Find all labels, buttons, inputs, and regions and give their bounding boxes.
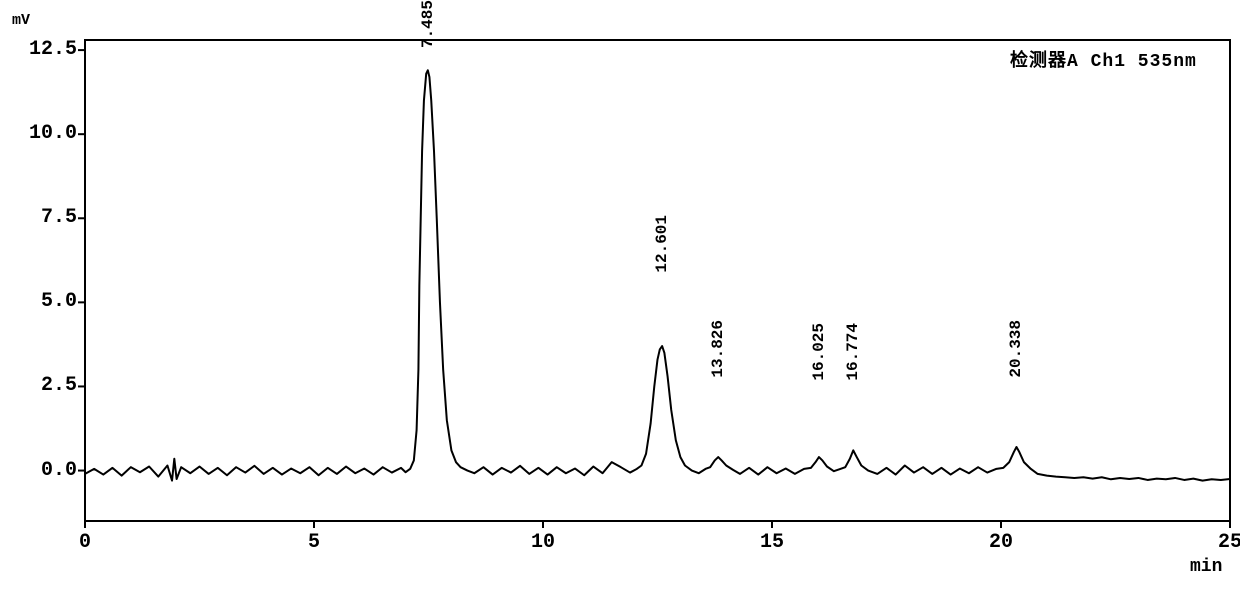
plot-svg [10,10,1240,591]
y-tick-label: 5.0 [17,290,77,313]
peak-retention-label: 7.485 [419,0,437,48]
peak-retention-label: 20.338 [1007,320,1025,378]
y-tick-label: 0.0 [17,459,77,482]
detector-label: 检测器A Ch1 535nm [1010,46,1197,72]
x-tick-label: 0 [60,531,110,554]
x-tick-label: 10 [518,531,568,554]
x-tick-label: 20 [976,531,1026,554]
y-tick-label: 10.0 [17,122,77,145]
y-tick-label: 7.5 [17,206,77,229]
peak-retention-label: 13.826 [709,320,727,378]
x-axis-unit: min [1190,557,1222,577]
y-tick-label: 2.5 [17,374,77,397]
chromatogram-chart: mV 0.02.55.07.510.012.50510152025 7.4851… [10,10,1240,591]
peak-retention-label: 16.025 [810,323,828,381]
x-tick-label: 5 [289,531,339,554]
x-tick-label: 15 [747,531,797,554]
y-tick-label: 12.5 [17,38,77,61]
peak-retention-label: 12.601 [653,215,671,273]
x-tick-label: 25 [1205,531,1240,554]
peak-retention-label: 16.774 [844,323,862,381]
